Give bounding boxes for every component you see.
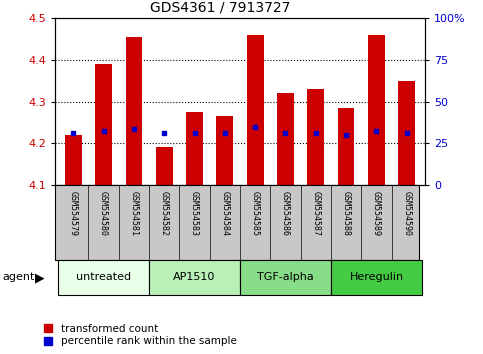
Text: GSM554586: GSM554586 [281, 191, 290, 236]
Text: GSM554580: GSM554580 [99, 191, 108, 236]
Text: GSM554584: GSM554584 [220, 191, 229, 236]
Text: GSM554589: GSM554589 [372, 191, 381, 236]
Text: TGF-alpha: TGF-alpha [257, 273, 314, 282]
Text: GSM554585: GSM554585 [251, 191, 260, 236]
Text: untreated: untreated [76, 273, 131, 282]
Bar [368, 35, 385, 185]
Text: agent: agent [2, 273, 35, 282]
Bar [186, 112, 203, 185]
Bar [126, 37, 142, 185]
Text: GDS4361 / 7913727: GDS4361 / 7913727 [151, 0, 291, 15]
Text: GSM554579: GSM554579 [69, 191, 78, 236]
Bar [247, 35, 264, 185]
Bar [338, 108, 355, 185]
Text: GSM554583: GSM554583 [190, 191, 199, 236]
Text: AP1510: AP1510 [173, 273, 216, 282]
Bar [216, 116, 233, 185]
Bar [58, 260, 149, 295]
Text: GSM554587: GSM554587 [312, 191, 320, 236]
Bar [398, 81, 415, 185]
Bar [156, 147, 172, 185]
Bar [331, 260, 422, 295]
Bar [277, 93, 294, 185]
Bar [149, 260, 240, 295]
Bar [308, 89, 324, 185]
Legend: transformed count, percentile rank within the sample: transformed count, percentile rank withi… [44, 324, 236, 346]
Text: ▶: ▶ [35, 271, 44, 284]
Text: Heregulin: Heregulin [349, 273, 403, 282]
Bar [65, 135, 82, 185]
Text: GSM554590: GSM554590 [402, 191, 412, 236]
Text: GSM554582: GSM554582 [160, 191, 169, 236]
Bar [240, 260, 331, 295]
Text: GSM554581: GSM554581 [129, 191, 138, 236]
Bar [95, 64, 112, 185]
Text: GSM554588: GSM554588 [341, 191, 351, 236]
